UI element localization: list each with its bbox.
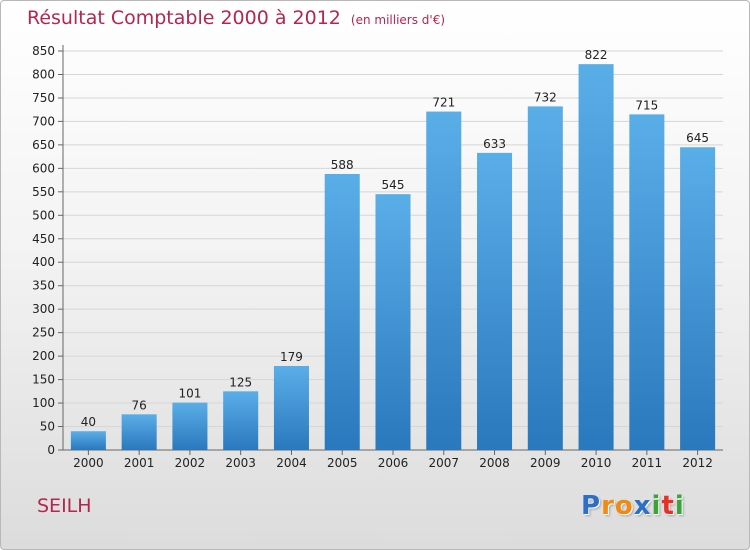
value-label-2008: 633 xyxy=(483,137,506,151)
bar-2001 xyxy=(121,414,157,450)
x-tick-label-2012: 2012 xyxy=(682,456,713,470)
y-tick-label: 150 xyxy=(32,373,55,387)
y-tick-label: 800 xyxy=(32,67,55,81)
bar-2008 xyxy=(477,152,513,450)
y-tick-label: 600 xyxy=(32,161,55,175)
y-tick-label: 400 xyxy=(32,255,55,269)
title-text: Résultat Comptable 2000 à 2012 xyxy=(27,7,341,29)
logo-letter: i xyxy=(674,491,685,521)
y-tick-label: 350 xyxy=(32,279,55,293)
bar-2002 xyxy=(172,402,208,450)
value-labels: 40 76 101 125 179 588 545 721 633 732 822 715 645 xyxy=(81,48,709,429)
value-label-2009: 732 xyxy=(534,90,557,104)
bars xyxy=(70,64,716,451)
logo-letter: r xyxy=(601,491,615,521)
x-tick-label-2002: 2002 xyxy=(175,456,206,470)
x-tick-label-2007: 2007 xyxy=(428,456,459,470)
y-tick-label: 550 xyxy=(32,185,55,199)
value-label-2003: 125 xyxy=(229,375,252,389)
value-label-2005: 588 xyxy=(331,158,354,172)
x-tick-label-2001: 2001 xyxy=(124,456,155,470)
value-label-2001: 76 xyxy=(132,398,147,412)
value-label-2010: 822 xyxy=(585,48,608,62)
y-tick-label: 300 xyxy=(32,302,55,316)
x-tick-label-2009: 2009 xyxy=(530,456,561,470)
x-tick-label-2008: 2008 xyxy=(479,456,510,470)
bar-2006 xyxy=(375,194,411,450)
proxiti-logo: Proxiti xyxy=(581,491,685,521)
value-label-2007: 721 xyxy=(432,96,455,110)
logo-letter: o xyxy=(614,491,634,521)
commune-name: SEILH xyxy=(37,495,92,517)
x-tick-label-2004: 2004 xyxy=(276,456,307,470)
chart-title: Résultat Comptable 2000 à 2012 (en millie… xyxy=(27,7,445,29)
x-tick-label-2010: 2010 xyxy=(581,456,612,470)
value-label-2012: 645 xyxy=(686,131,709,145)
y-tick-label: 750 xyxy=(32,91,55,105)
x-tick-label-2011: 2011 xyxy=(632,456,663,470)
y-tick-label: 50 xyxy=(40,420,55,434)
x-tick-label-2005: 2005 xyxy=(327,456,358,470)
y-tick-label: 450 xyxy=(32,232,55,246)
value-label-2006: 545 xyxy=(382,178,405,192)
y-tick-label: 250 xyxy=(32,326,55,340)
x-tick-label-2006: 2006 xyxy=(378,456,409,470)
y-tick-label: 850 xyxy=(32,44,55,58)
bar-2011 xyxy=(629,114,665,450)
bar-2009 xyxy=(527,106,563,450)
y-tick-labels: 0 50 100 150 200 250 300 350 400 450 500 550 600 650 7… xyxy=(32,44,55,457)
logo-letter: x xyxy=(633,491,652,521)
x-tick-label-2003: 2003 xyxy=(225,456,256,470)
y-tick-label: 100 xyxy=(32,396,55,410)
bar-2004 xyxy=(273,365,309,450)
x-tick-label-2000: 2000 xyxy=(73,456,104,470)
value-label-2011: 715 xyxy=(635,98,658,112)
y-tick-label: 650 xyxy=(32,138,55,152)
y-tick-label: 500 xyxy=(32,208,55,222)
x-tick-labels: 2000 2001 2002 2003 2004 2005 2006 2007 2008 2009… xyxy=(73,456,713,470)
value-label-2004: 179 xyxy=(280,350,303,364)
bar-2003 xyxy=(223,391,259,450)
bar-2007 xyxy=(426,111,462,451)
bar-2000 xyxy=(70,431,106,450)
logo-letter: P xyxy=(581,491,602,521)
chart-subtitle: (en milliers d'€) xyxy=(350,13,446,27)
y-tick-label: 700 xyxy=(32,114,55,128)
bar-2012 xyxy=(680,147,716,450)
logo-letter: t xyxy=(661,491,675,521)
value-label-2002: 101 xyxy=(178,387,201,401)
y-tick-label: 0 xyxy=(47,443,55,457)
bar-2005 xyxy=(324,173,360,450)
logo-letter: i xyxy=(651,491,662,521)
value-label-2000: 40 xyxy=(81,415,96,429)
y-tick-label: 200 xyxy=(32,349,55,363)
bar-2010 xyxy=(578,64,614,450)
